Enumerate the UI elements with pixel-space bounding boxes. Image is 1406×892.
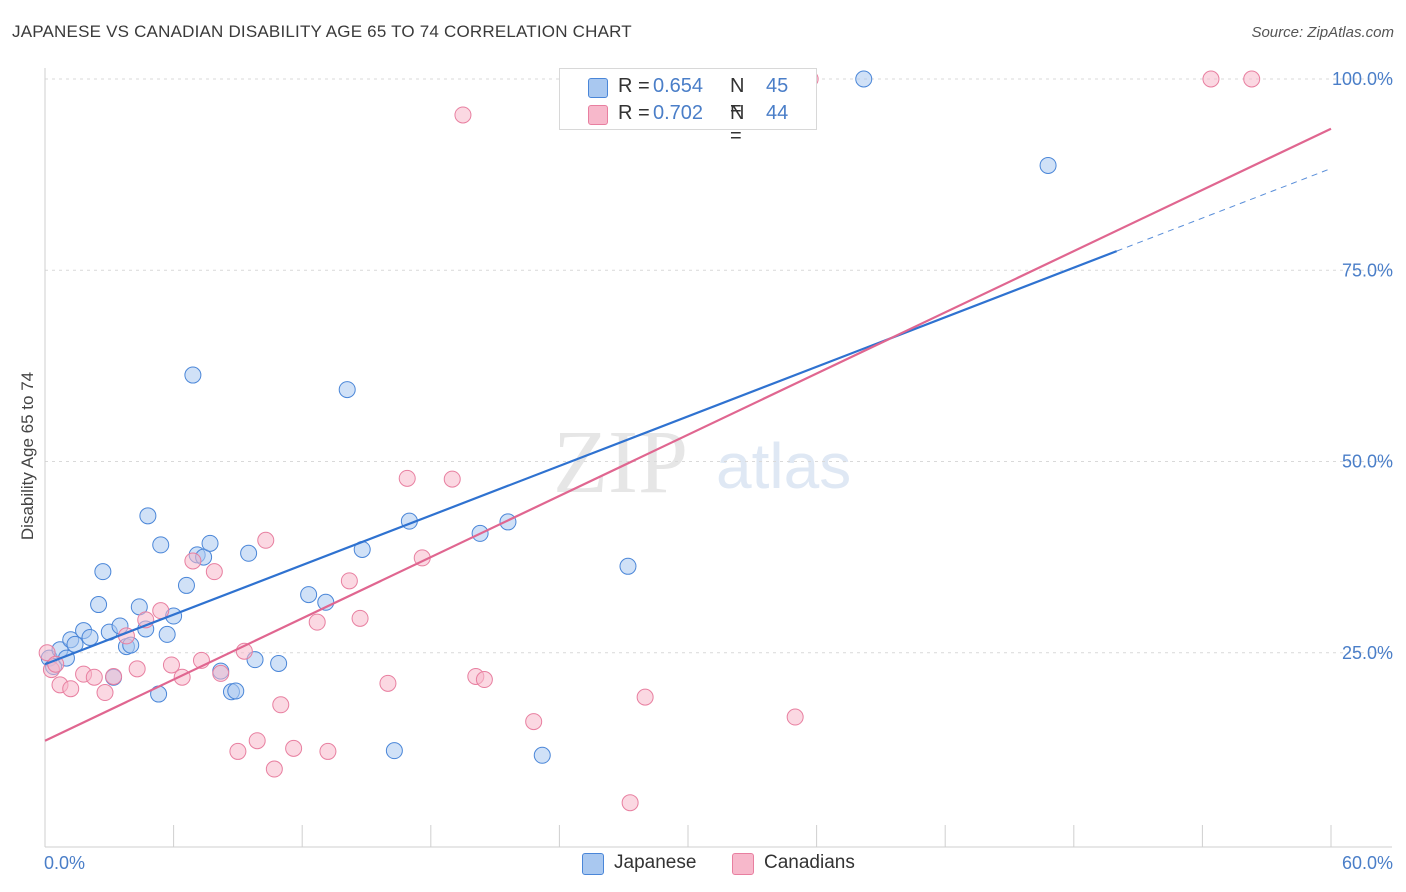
r-label: R = [618,75,650,97]
canadians-point [128,660,146,678]
canadians-point [212,664,230,682]
canadians-point [308,613,326,631]
r-value: 0.702 [653,102,704,124]
japanese-point [338,381,356,399]
japanese-point [152,536,170,554]
grid [45,78,1392,654]
japanese-point [240,544,258,562]
canadians-point [398,469,416,487]
y-tick-label: 50.0% [1342,452,1393,472]
watermark: ZIP atlas [553,413,851,512]
n-value: 44 [766,102,789,124]
japanese-point [533,746,551,764]
canadians-point [272,696,290,714]
legend-label: Japanese [614,852,697,873]
data-points [38,70,1261,812]
canadians-point [379,674,397,692]
chart-title: JAPANESE VS CANADIAN DISABILITY AGE 65 T… [12,22,632,41]
japanese-point [619,557,637,575]
japanese-legend-swatch [582,853,604,875]
r-label: R = [618,102,650,124]
x-tick-label-max: 60.0% [1342,853,1393,873]
canadians-point [229,742,247,760]
canadians-point [62,680,80,698]
tick-labels: 25.0% 50.0% 75.0% 100.0% 0.0% 60.0% [44,69,1393,873]
canadians-point [525,713,543,731]
source-credit: Source: ZipAtlas.com [1251,24,1394,41]
canadians-point [85,668,103,686]
japanese-swatch [588,78,608,98]
y-tick-label: 100.0% [1332,69,1393,89]
canadians-point [786,708,804,726]
axes [44,68,1392,848]
canadians-point [636,688,654,706]
canadians-legend-swatch [732,853,754,875]
canadians-point [184,552,202,570]
canadians-point [319,742,337,760]
legend-label: Canadians [764,852,855,873]
canadians-point [475,671,493,689]
japanese-point [90,596,108,614]
japanese-point [300,586,318,604]
canadians-point [285,739,303,757]
japanese-point [158,625,176,643]
canadians-point [351,609,369,627]
canadians-trend-line [44,127,1332,742]
japanese-point [177,576,195,594]
canadians-point [443,470,461,488]
y-tick-label: 75.0% [1342,260,1393,280]
canadians-point [105,667,123,685]
japanese-trend-extension [1116,168,1332,252]
canadians-point [1202,70,1220,88]
x-tick-label-min: 0.0% [44,853,85,873]
y-tick-label: 25.0% [1342,643,1393,663]
canadians-swatch [588,105,608,125]
n-value: 45 [766,75,789,97]
japanese-point [385,742,403,760]
trend-lines [44,127,1332,742]
japanese-trend-line [44,250,1118,666]
japanese-point [270,654,288,672]
canadians-point [1243,70,1261,88]
stats-box: R = 0.654 N = 45 R = 0.702 N = 44 [559,68,817,147]
japanese-point [139,507,157,525]
japanese-point [1039,156,1057,174]
n-label: N = [730,75,745,120]
watermark-atlas: atlas [716,430,851,502]
watermark-zip: ZIP [553,413,688,512]
canadians-point [265,760,283,778]
canadians-point [340,572,358,590]
japanese-point [94,563,112,581]
canadians-point [38,644,56,662]
canadians-point [621,794,639,812]
n-label: N = [730,102,745,147]
canadians-point [96,684,114,702]
japanese-point [227,682,245,700]
canadians-point [454,106,472,124]
canadians-point [205,563,223,581]
r-value: 0.654 [653,75,704,97]
japanese-point [184,366,202,384]
canadians-point [162,656,180,674]
japanese-point [201,534,219,552]
canadians-point [257,531,275,549]
japanese-point [855,70,873,88]
japanese-point [81,628,99,646]
canadians-point [248,732,266,750]
